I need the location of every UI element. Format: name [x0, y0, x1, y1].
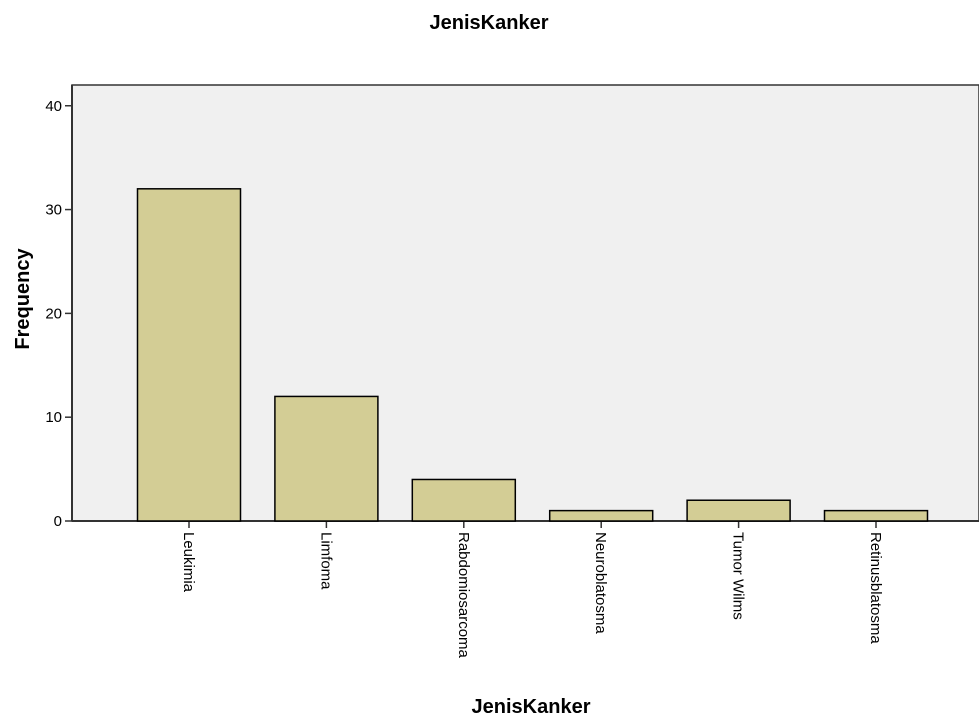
bar-rabdomiosarcoma [411, 478, 517, 522]
chart-title: JenisKanker [430, 12, 549, 34]
bar-tumor-wilms [686, 499, 791, 522]
bar-limfoma [274, 395, 379, 522]
x-axis-title: JenisKanker [472, 696, 591, 718]
x-tick-label: Rabdomiosarcoma [455, 532, 472, 659]
x-tick-label: Retinusblatosma [867, 532, 884, 644]
bar-neuroblatosma [548, 509, 654, 522]
x-tick-label: Neuroblatosma [592, 532, 609, 634]
bar-leukimia [136, 188, 242, 522]
y-axis: 0 10 20 30 40 [45, 85, 73, 530]
x-axis: Leukimia Limfoma Rabdomiosarcoma Neuroblato… [72, 520, 979, 659]
y-tick-label: 10 [45, 409, 62, 426]
y-tick-label: 30 [45, 202, 62, 219]
y-tick-label: 0 [54, 513, 62, 530]
x-tick-label: Leukimia [180, 532, 197, 593]
x-tick-label: Limfoma [317, 532, 334, 590]
y-tick-label: 20 [45, 305, 62, 322]
y-axis-title: Frequency [12, 248, 34, 350]
bars [136, 188, 929, 522]
bar-retinusblatosma [823, 509, 929, 522]
y-tick-label: 40 [45, 98, 62, 115]
x-tick-label: Tumor Wilms [730, 532, 747, 620]
